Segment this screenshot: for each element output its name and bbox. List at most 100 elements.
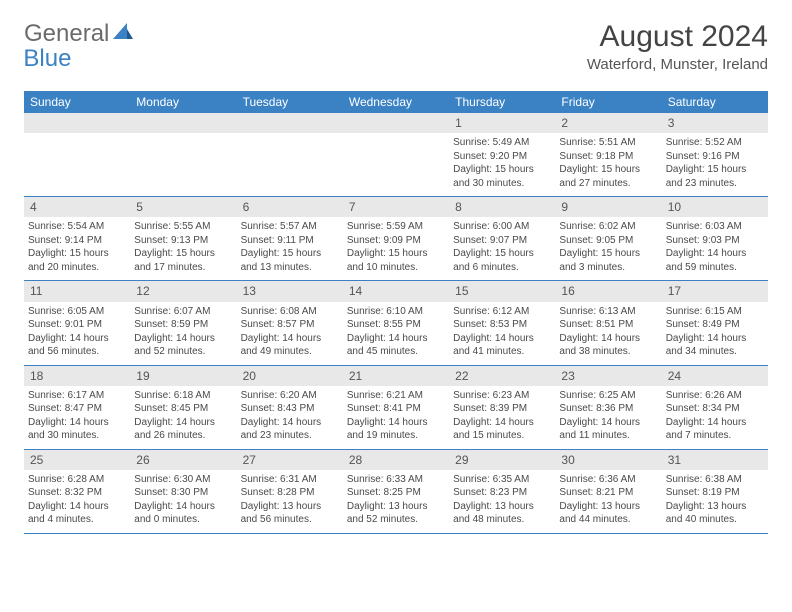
- day-cell: 15Sunrise: 6:12 AMSunset: 8:53 PMDayligh…: [449, 281, 555, 364]
- week-row: 18 Sunrise: 6:17 AMSunset: 8:47 PM Dayligh…: [24, 366, 768, 450]
- daylight-line: Daylight: 14 hours and 38 minutes.: [559, 332, 657, 359]
- daylight-line: Daylight: 14 hours and 11 minutes.: [559, 416, 657, 443]
- day-number: 15: [449, 281, 555, 301]
- month-title: August 2024: [587, 20, 768, 54]
- day-number: 9: [555, 197, 661, 217]
- day-number: 6: [237, 197, 343, 217]
- sunset-line: Sunset: 8:47 PM: [28, 402, 126, 416]
- day-number: 3: [662, 113, 768, 133]
- sunset-line: Sunset: 8:49 PM: [666, 318, 764, 332]
- day-cell: [343, 113, 449, 196]
- day-cell: 18Sunrise: 6:17 AMSunset: 8:47 PMDayligh…: [24, 366, 130, 449]
- sunrise-line: Sunrise: 6:00 AM: [453, 220, 551, 234]
- sunrise-line: Sunrise: 6:25 AM: [559, 389, 657, 403]
- day-number: [130, 113, 236, 133]
- weekday-thursday: Thursday: [449, 91, 555, 113]
- sunset-line: Sunset: 8:30 PM: [134, 486, 232, 500]
- day-number: 25: [24, 450, 130, 470]
- day-number: 4: [24, 197, 130, 217]
- sunset-line: Sunset: 8:55 PM: [347, 318, 445, 332]
- sunset-line: Sunset: 9:11 PM: [241, 234, 339, 248]
- day-number: [343, 113, 449, 133]
- day-cell: [130, 113, 236, 196]
- weekday-sunday: Sunday: [24, 91, 130, 113]
- day-cell: 6 Sunrise: 5:57 AMSunset: 9:11 PMDaylight…: [237, 197, 343, 280]
- day-number: 10: [662, 197, 768, 217]
- sunset-line: Sunset: 9:05 PM: [559, 234, 657, 248]
- sunrise-line: Sunrise: 6:38 AM: [666, 473, 764, 487]
- day-cell: 23Sunrise: 6:25 AMSunset: 8:36 PMDayligh…: [555, 366, 661, 449]
- sunset-line: Sunset: 9:16 PM: [666, 150, 764, 164]
- sunrise-line: Sunrise: 5:55 AM: [134, 220, 232, 234]
- sunset-line: Sunset: 8:39 PM: [453, 402, 551, 416]
- day-cell: 10 Sunrise: 6:03 AMSunset: 9:03 PMDayligh…: [662, 197, 768, 280]
- daylight-line: Daylight: 15 hours and 13 minutes.: [241, 247, 339, 274]
- daylight-line: Daylight: 15 hours and 17 minutes.: [134, 247, 232, 274]
- day-cell: 4Sunrise: 5:54 AMSunset: 9:14 PMDaylight…: [24, 197, 130, 280]
- day-number: 22: [449, 366, 555, 386]
- sunset-line: Sunset: 8:59 PM: [134, 318, 232, 332]
- sunrise-line: Sunrise: 6:31 AM: [241, 473, 339, 487]
- daylight-line: Daylight: 14 hours and 56 minutes.: [28, 332, 126, 359]
- day-number: 24: [662, 366, 768, 386]
- day-cell: 13Sunrise: 6:08 AMSunset: 8:57 PMDayligh…: [237, 281, 343, 364]
- daylight-line: Daylight: 15 hours and 10 minutes.: [347, 247, 445, 274]
- sunrise-line: Sunrise: 6:02 AM: [559, 220, 657, 234]
- sunset-line: Sunset: 8:36 PM: [559, 402, 657, 416]
- day-cell: 1Sunrise: 5:49 AMSunset: 9:20 PMDaylight…: [449, 113, 555, 196]
- daylight-line: Daylight: 14 hours and 23 minutes.: [241, 416, 339, 443]
- title-block: August 2024 Waterford, Munster, Ireland: [587, 20, 768, 73]
- sunset-line: Sunset: 8:25 PM: [347, 486, 445, 500]
- day-number: 14: [343, 281, 449, 301]
- day-cell: 26Sunrise: 6:30 AMSunset: 8:30 PMDayligh…: [130, 450, 236, 533]
- daylight-line: Daylight: 15 hours and 20 minutes.: [28, 247, 126, 274]
- daylight-line: Daylight: 14 hours and 59 minutes.: [666, 247, 764, 274]
- sunset-line: Sunset: 8:32 PM: [28, 486, 126, 500]
- week-row: 25Sunrise: 6:28 AMSunset: 8:32 PMDayligh…: [24, 450, 768, 534]
- weekday-tuesday: Tuesday: [237, 91, 343, 113]
- day-number: 19: [130, 366, 236, 386]
- sunset-line: Sunset: 9:01 PM: [28, 318, 126, 332]
- sunset-line: Sunset: 9:07 PM: [453, 234, 551, 248]
- daylight-line: Daylight: 13 hours and 56 minutes.: [241, 500, 339, 527]
- day-number: 18: [24, 366, 130, 386]
- sunset-line: Sunset: 8:28 PM: [241, 486, 339, 500]
- calendar: Sunday Monday Tuesday Wednesday Thursday…: [24, 91, 768, 534]
- day-cell: 24Sunrise: 6:26 AMSunset: 8:34 PMDayligh…: [662, 366, 768, 449]
- sunset-line: Sunset: 9:03 PM: [666, 234, 764, 248]
- day-number: 12: [130, 281, 236, 301]
- daylight-line: Daylight: 13 hours and 44 minutes.: [559, 500, 657, 527]
- sunrise-line: Sunrise: 6:26 AM: [666, 389, 764, 403]
- daylight-line: Daylight: 15 hours and 3 minutes.: [559, 247, 657, 274]
- sunrise-line: Sunrise: 6:15 AM: [666, 305, 764, 319]
- sunset-line: Sunset: 8:45 PM: [134, 402, 232, 416]
- sunrise-line: Sunrise: 5:59 AM: [347, 220, 445, 234]
- day-number: 2: [555, 113, 661, 133]
- sunrise-line: Sunrise: 6:33 AM: [347, 473, 445, 487]
- day-cell: 19Sunrise: 6:18 AMSunset: 8:45 PMDayligh…: [130, 366, 236, 449]
- sunrise-line: Sunrise: 6:03 AM: [666, 220, 764, 234]
- logo-text-general: General: [24, 20, 109, 48]
- week-row: 4Sunrise: 5:54 AMSunset: 9:14 PMDaylight…: [24, 197, 768, 281]
- sunrise-line: Sunrise: 6:17 AM: [28, 389, 126, 403]
- day-cell: 2Sunrise: 5:51 AMSunset: 9:18 PMDaylight…: [555, 113, 661, 196]
- daylight-line: Daylight: 14 hours and 0 minutes.: [134, 500, 232, 527]
- day-number: [237, 113, 343, 133]
- day-cell: 29Sunrise: 6:35 AMSunset: 8:23 PMDayligh…: [449, 450, 555, 533]
- daylight-line: Daylight: 15 hours and 23 minutes.: [666, 163, 764, 190]
- sunrise-line: Sunrise: 6:23 AM: [453, 389, 551, 403]
- sunrise-line: Sunrise: 6:20 AM: [241, 389, 339, 403]
- sunset-line: Sunset: 9:20 PM: [453, 150, 551, 164]
- day-cell: 8Sunrise: 6:00 AMSunset: 9:07 PMDaylight…: [449, 197, 555, 280]
- sunrise-line: Sunrise: 5:57 AM: [241, 220, 339, 234]
- logo-text-blue: Blue: [23, 45, 71, 73]
- daylight-line: Daylight: 13 hours and 52 minutes.: [347, 500, 445, 527]
- daylight-line: Daylight: 15 hours and 6 minutes.: [453, 247, 551, 274]
- day-number: 29: [449, 450, 555, 470]
- week-row: 1Sunrise: 5:49 AMSunset: 9:20 PMDaylight…: [24, 113, 768, 197]
- day-number: 17: [662, 281, 768, 301]
- day-cell: 12Sunrise: 6:07 AMSunset: 8:59 PMDayligh…: [130, 281, 236, 364]
- sunrise-line: Sunrise: 5:49 AM: [453, 136, 551, 150]
- daylight-line: Daylight: 15 hours and 30 minutes.: [453, 163, 551, 190]
- sunset-line: Sunset: 8:43 PM: [241, 402, 339, 416]
